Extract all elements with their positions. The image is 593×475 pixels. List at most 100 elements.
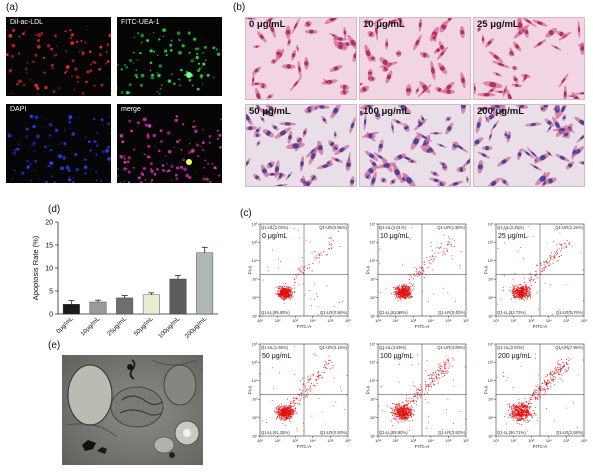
- event-dot: [514, 294, 516, 296]
- fluorescent-cell: [20, 171, 25, 176]
- event-dot: [303, 422, 304, 424]
- fluorescent-cell: [143, 167, 145, 170]
- tick-label: 10⁶: [581, 438, 587, 443]
- event-dot: [445, 367, 447, 369]
- event-dot: [406, 414, 407, 416]
- nucleus: [285, 29, 291, 35]
- event-dot: [523, 406, 525, 408]
- event-dot: [295, 407, 297, 409]
- fluorescent-cell: [202, 129, 204, 131]
- event-dot: [279, 296, 281, 297]
- event-dot: [438, 252, 439, 254]
- event-dot: [529, 414, 530, 416]
- fluorescent-cell: [35, 34, 37, 36]
- event-dot: [566, 364, 568, 365]
- event-dot: [511, 284, 513, 286]
- event-dot: [282, 297, 283, 299]
- event-dot: [568, 434, 570, 436]
- event-dot: [413, 403, 415, 405]
- event-dot: [294, 410, 296, 411]
- event-dot: [286, 293, 288, 295]
- tick-label: 10³: [292, 318, 298, 323]
- nucleus: [404, 125, 409, 130]
- event-dot: [282, 292, 284, 293]
- event-dot: [324, 423, 326, 425]
- y-tick-label: 15: [45, 243, 53, 250]
- event-dot: [328, 362, 330, 364]
- fluorescent-cell: [85, 28, 88, 31]
- event-dot: [523, 414, 524, 416]
- event-dot: [509, 415, 511, 417]
- event-dot: [412, 385, 414, 387]
- event-dot: [525, 288, 527, 289]
- event-dot: [288, 293, 289, 295]
- fluorescent-cell: [10, 54, 15, 59]
- event-dot: [515, 410, 517, 412]
- event-dot: [285, 413, 286, 414]
- tick-label: 10⁵: [370, 361, 376, 365]
- tick-label: 10²: [252, 416, 258, 420]
- event-dot: [551, 314, 553, 315]
- dose-label: 100 μg/mL: [363, 106, 410, 117]
- event-dot: [552, 374, 554, 375]
- event-dot: [554, 371, 556, 373]
- event-dot: [404, 412, 406, 413]
- event-dot: [315, 255, 317, 257]
- event-dot: [405, 298, 406, 299]
- event-dot: [527, 414, 529, 415]
- event-dot: [285, 292, 287, 294]
- event-dot: [525, 414, 527, 416]
- nucleus: [350, 179, 355, 184]
- event-dot: [521, 285, 523, 287]
- event-dot: [407, 292, 409, 294]
- event-dot: [543, 389, 544, 391]
- event-dot: [281, 292, 283, 294]
- event-dot: [285, 411, 287, 413]
- fluorescent-cell: [199, 74, 204, 78]
- nucleus: [383, 66, 388, 72]
- event-dot: [444, 364, 446, 365]
- fluorescent-cell: [12, 151, 16, 156]
- he-stain-image: 0 μg/mL: [245, 17, 357, 100]
- event-dot: [292, 406, 294, 407]
- event-dot: [566, 247, 567, 248]
- event-dot: [278, 415, 280, 417]
- event-dot: [525, 284, 526, 286]
- event-dot: [516, 289, 518, 291]
- event-dot: [408, 274, 410, 276]
- event-dot: [325, 362, 327, 364]
- event-dot: [397, 410, 399, 412]
- event-dot: [419, 390, 420, 391]
- event-dot: [524, 285, 526, 287]
- event-dot: [272, 249, 273, 251]
- event-dot: [273, 387, 274, 389]
- event-dot: [405, 288, 406, 290]
- event-dot: [520, 415, 522, 416]
- fluorescent-cell: [208, 141, 211, 144]
- event-dot: [526, 405, 528, 407]
- fluorescent-cell: [52, 90, 56, 93]
- event-dot: [515, 416, 517, 418]
- quadrant-lr-label: Q1-LR(0.56%): [320, 310, 347, 315]
- he-stain-image: 50 μg/mL: [245, 104, 357, 187]
- event-dot: [301, 392, 303, 394]
- nucleus: [476, 121, 481, 128]
- nucleus: [580, 135, 584, 140]
- event-dot: [292, 413, 293, 414]
- event-dot: [398, 410, 399, 412]
- event-dot: [534, 390, 535, 392]
- nucleus: [498, 90, 503, 93]
- quadrant-lr-label: Q1-LR(2.68%): [556, 430, 583, 435]
- event-dot: [417, 395, 419, 397]
- event-dot: [404, 293, 405, 295]
- event-dot: [282, 291, 284, 293]
- fluorescent-cell: [117, 87, 119, 89]
- tick-label: 10²: [488, 416, 494, 420]
- event-dot: [513, 289, 514, 291]
- event-dot: [529, 293, 531, 295]
- event-dot: [544, 268, 546, 270]
- event-dot: [284, 419, 285, 421]
- event-dot: [436, 374, 437, 376]
- event-dot: [402, 289, 404, 290]
- event-dot: [515, 289, 517, 291]
